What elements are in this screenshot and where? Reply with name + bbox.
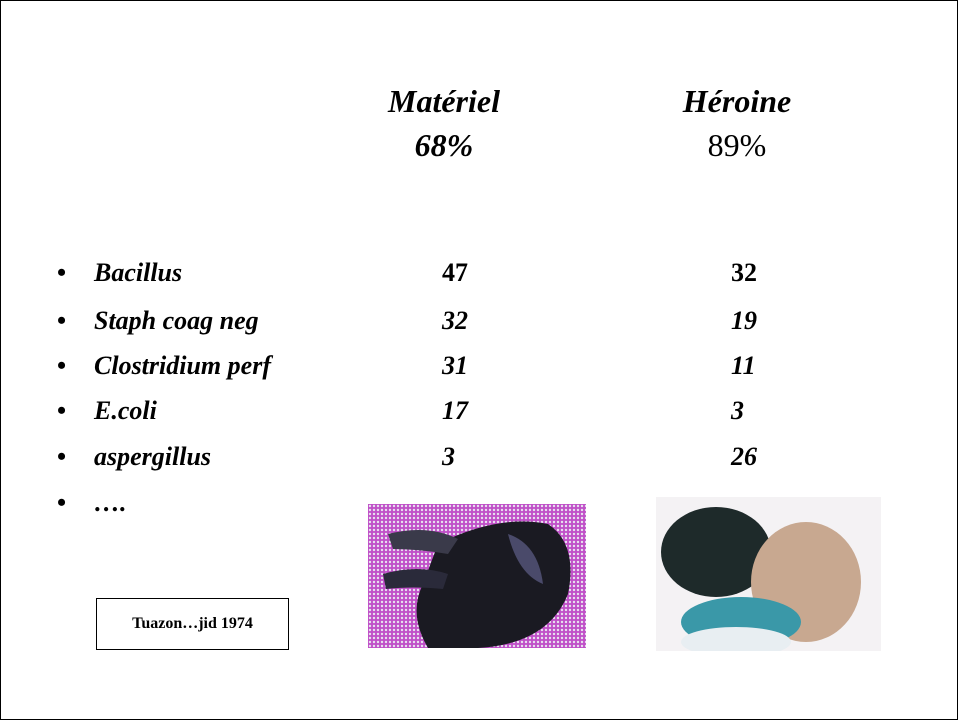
- row-label: aspergillus: [94, 442, 211, 472]
- column-value: 89%: [617, 127, 857, 164]
- citation: Tuazon…jid 1974: [96, 598, 289, 650]
- image-heroine: [656, 497, 881, 651]
- row-value: 17: [442, 396, 468, 426]
- row-label: ….: [94, 488, 127, 518]
- bullet: •: [57, 306, 66, 336]
- row-value: 32: [442, 306, 468, 336]
- column-title: Matériel: [324, 83, 564, 120]
- row-value: 32: [731, 258, 757, 288]
- slide: Tuazon…jid 1974 Matériel 68% Héroine 89% • Ba…: [0, 0, 958, 720]
- column-value: 68%: [324, 127, 564, 164]
- row-value: 26: [731, 442, 757, 472]
- row-value: 31: [442, 351, 468, 381]
- column-title: Héroine: [617, 83, 857, 120]
- bullet: •: [57, 351, 66, 381]
- row-value: 3: [442, 442, 455, 472]
- row-value: 19: [731, 306, 757, 336]
- image-material: [368, 504, 586, 648]
- bullet: •: [57, 258, 66, 288]
- row-value: 11: [731, 351, 756, 381]
- row-label: Clostridium perf: [94, 351, 271, 381]
- row-value: 3: [731, 396, 744, 426]
- row-label: E.coli: [94, 396, 157, 426]
- bullet: •: [57, 488, 66, 518]
- row-label: Bacillus: [94, 258, 182, 288]
- row-label: Staph coag neg: [94, 306, 259, 336]
- bullet: •: [57, 442, 66, 472]
- bullet: •: [57, 396, 66, 426]
- row-value: 47: [442, 258, 468, 288]
